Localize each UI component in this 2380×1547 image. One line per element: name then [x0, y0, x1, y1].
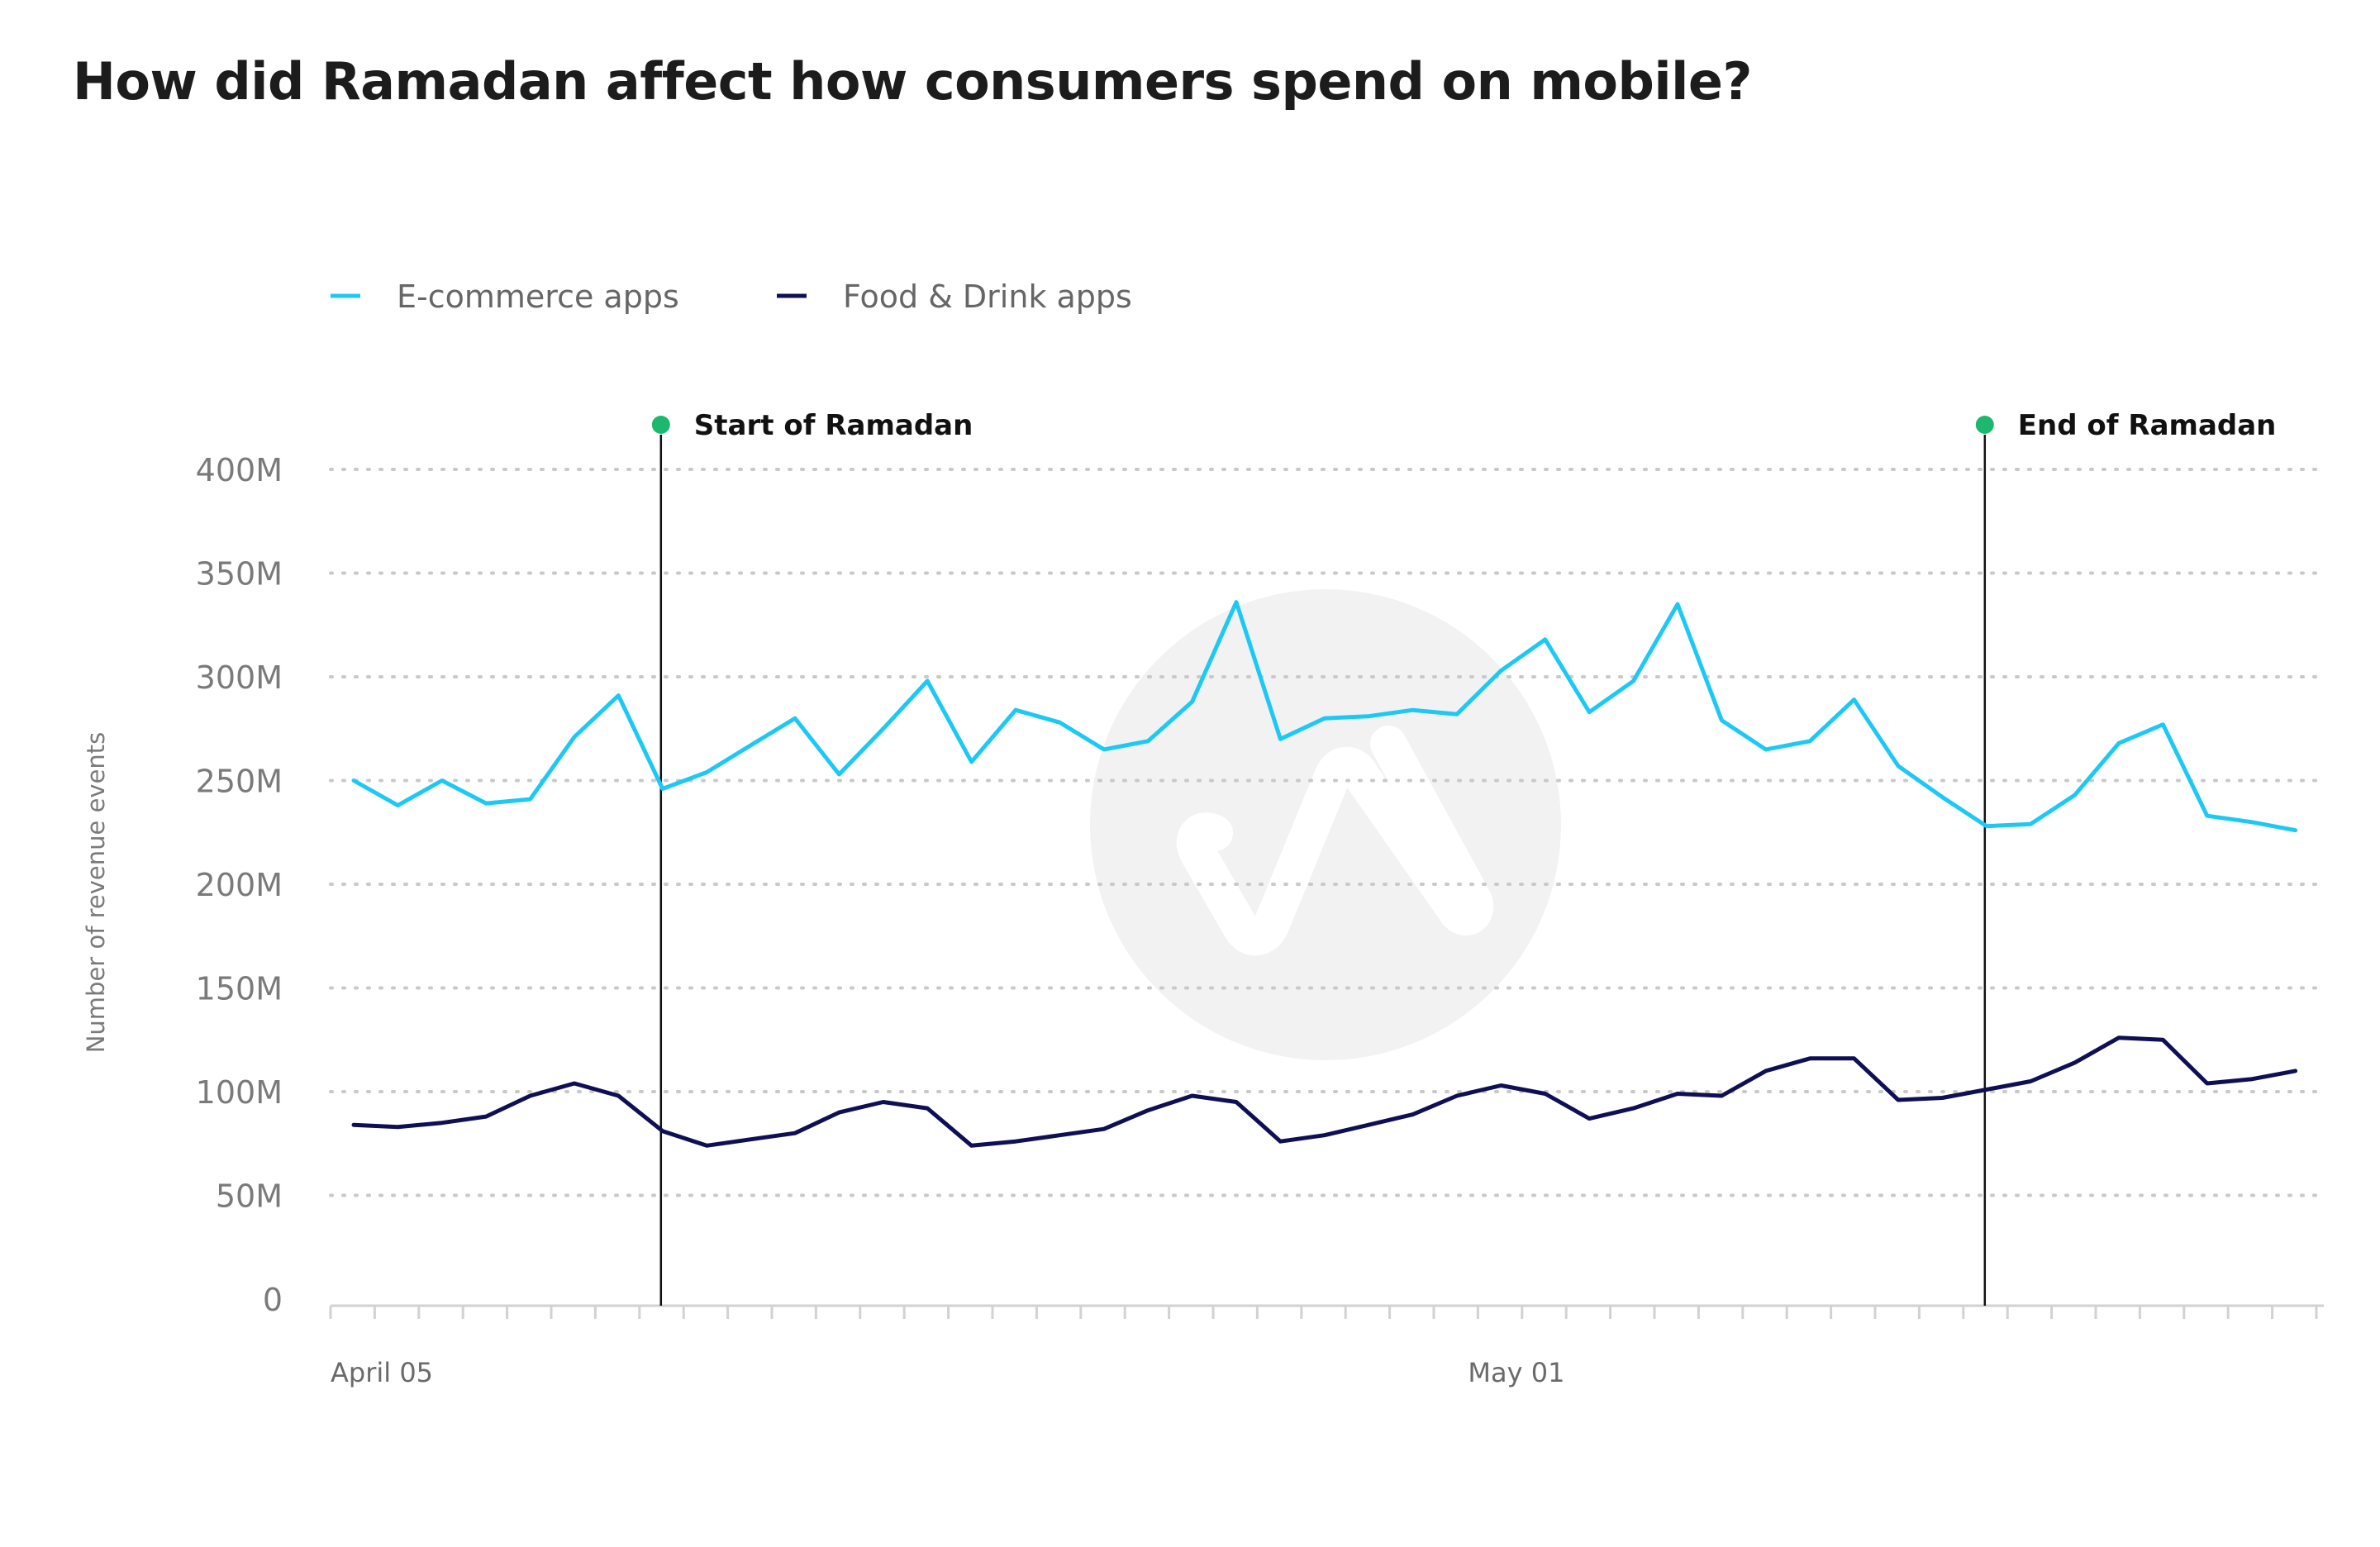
y-tick-label: 300M — [196, 659, 283, 696]
legend: E-commerce apps Food & Drink apps — [331, 278, 1132, 315]
data-series — [351, 600, 2298, 1148]
y-tick-label: 350M — [196, 556, 283, 593]
watermark-logo — [1090, 589, 1561, 1060]
annotation-label: Start of Ramadan — [694, 409, 973, 442]
ramadan-annotations: Start of Ramadan End of Ramadan — [651, 409, 2277, 1306]
annotation-label: End of Ramadan — [2018, 409, 2277, 442]
x-axis-ticks: April 05 May 01 — [331, 1357, 1564, 1388]
chart-title: How did Ramadan affect how consumers spe… — [73, 51, 1752, 112]
annotation-marker — [1975, 416, 1994, 434]
y-tick-label: 0 — [263, 1282, 283, 1318]
y-axis-ticks: 0 50M 100M 150M 200M 250M 300M 350M 400M — [196, 452, 283, 1318]
x-tick-label: May 01 — [1468, 1357, 1564, 1388]
y-tick-label: 100M — [196, 1074, 283, 1111]
y-tick-label: 200M — [196, 867, 283, 903]
y-tick-label: 400M — [196, 452, 283, 488]
y-tick-label: 150M — [196, 971, 283, 1007]
grid-lines — [329, 468, 2325, 1197]
legend-label: E-commerce apps — [397, 278, 679, 315]
y-tick-label: 50M — [216, 1178, 283, 1215]
watermark-glyph — [1176, 726, 1493, 956]
y-axis-label: Number of revenue events — [82, 732, 110, 1054]
x-tick-label: April 05 — [331, 1357, 433, 1388]
legend-label: Food & Drink apps — [843, 278, 1132, 315]
y-tick-label: 250M — [196, 764, 283, 800]
annotation-marker — [651, 416, 670, 434]
x-axis — [329, 1304, 2324, 1319]
